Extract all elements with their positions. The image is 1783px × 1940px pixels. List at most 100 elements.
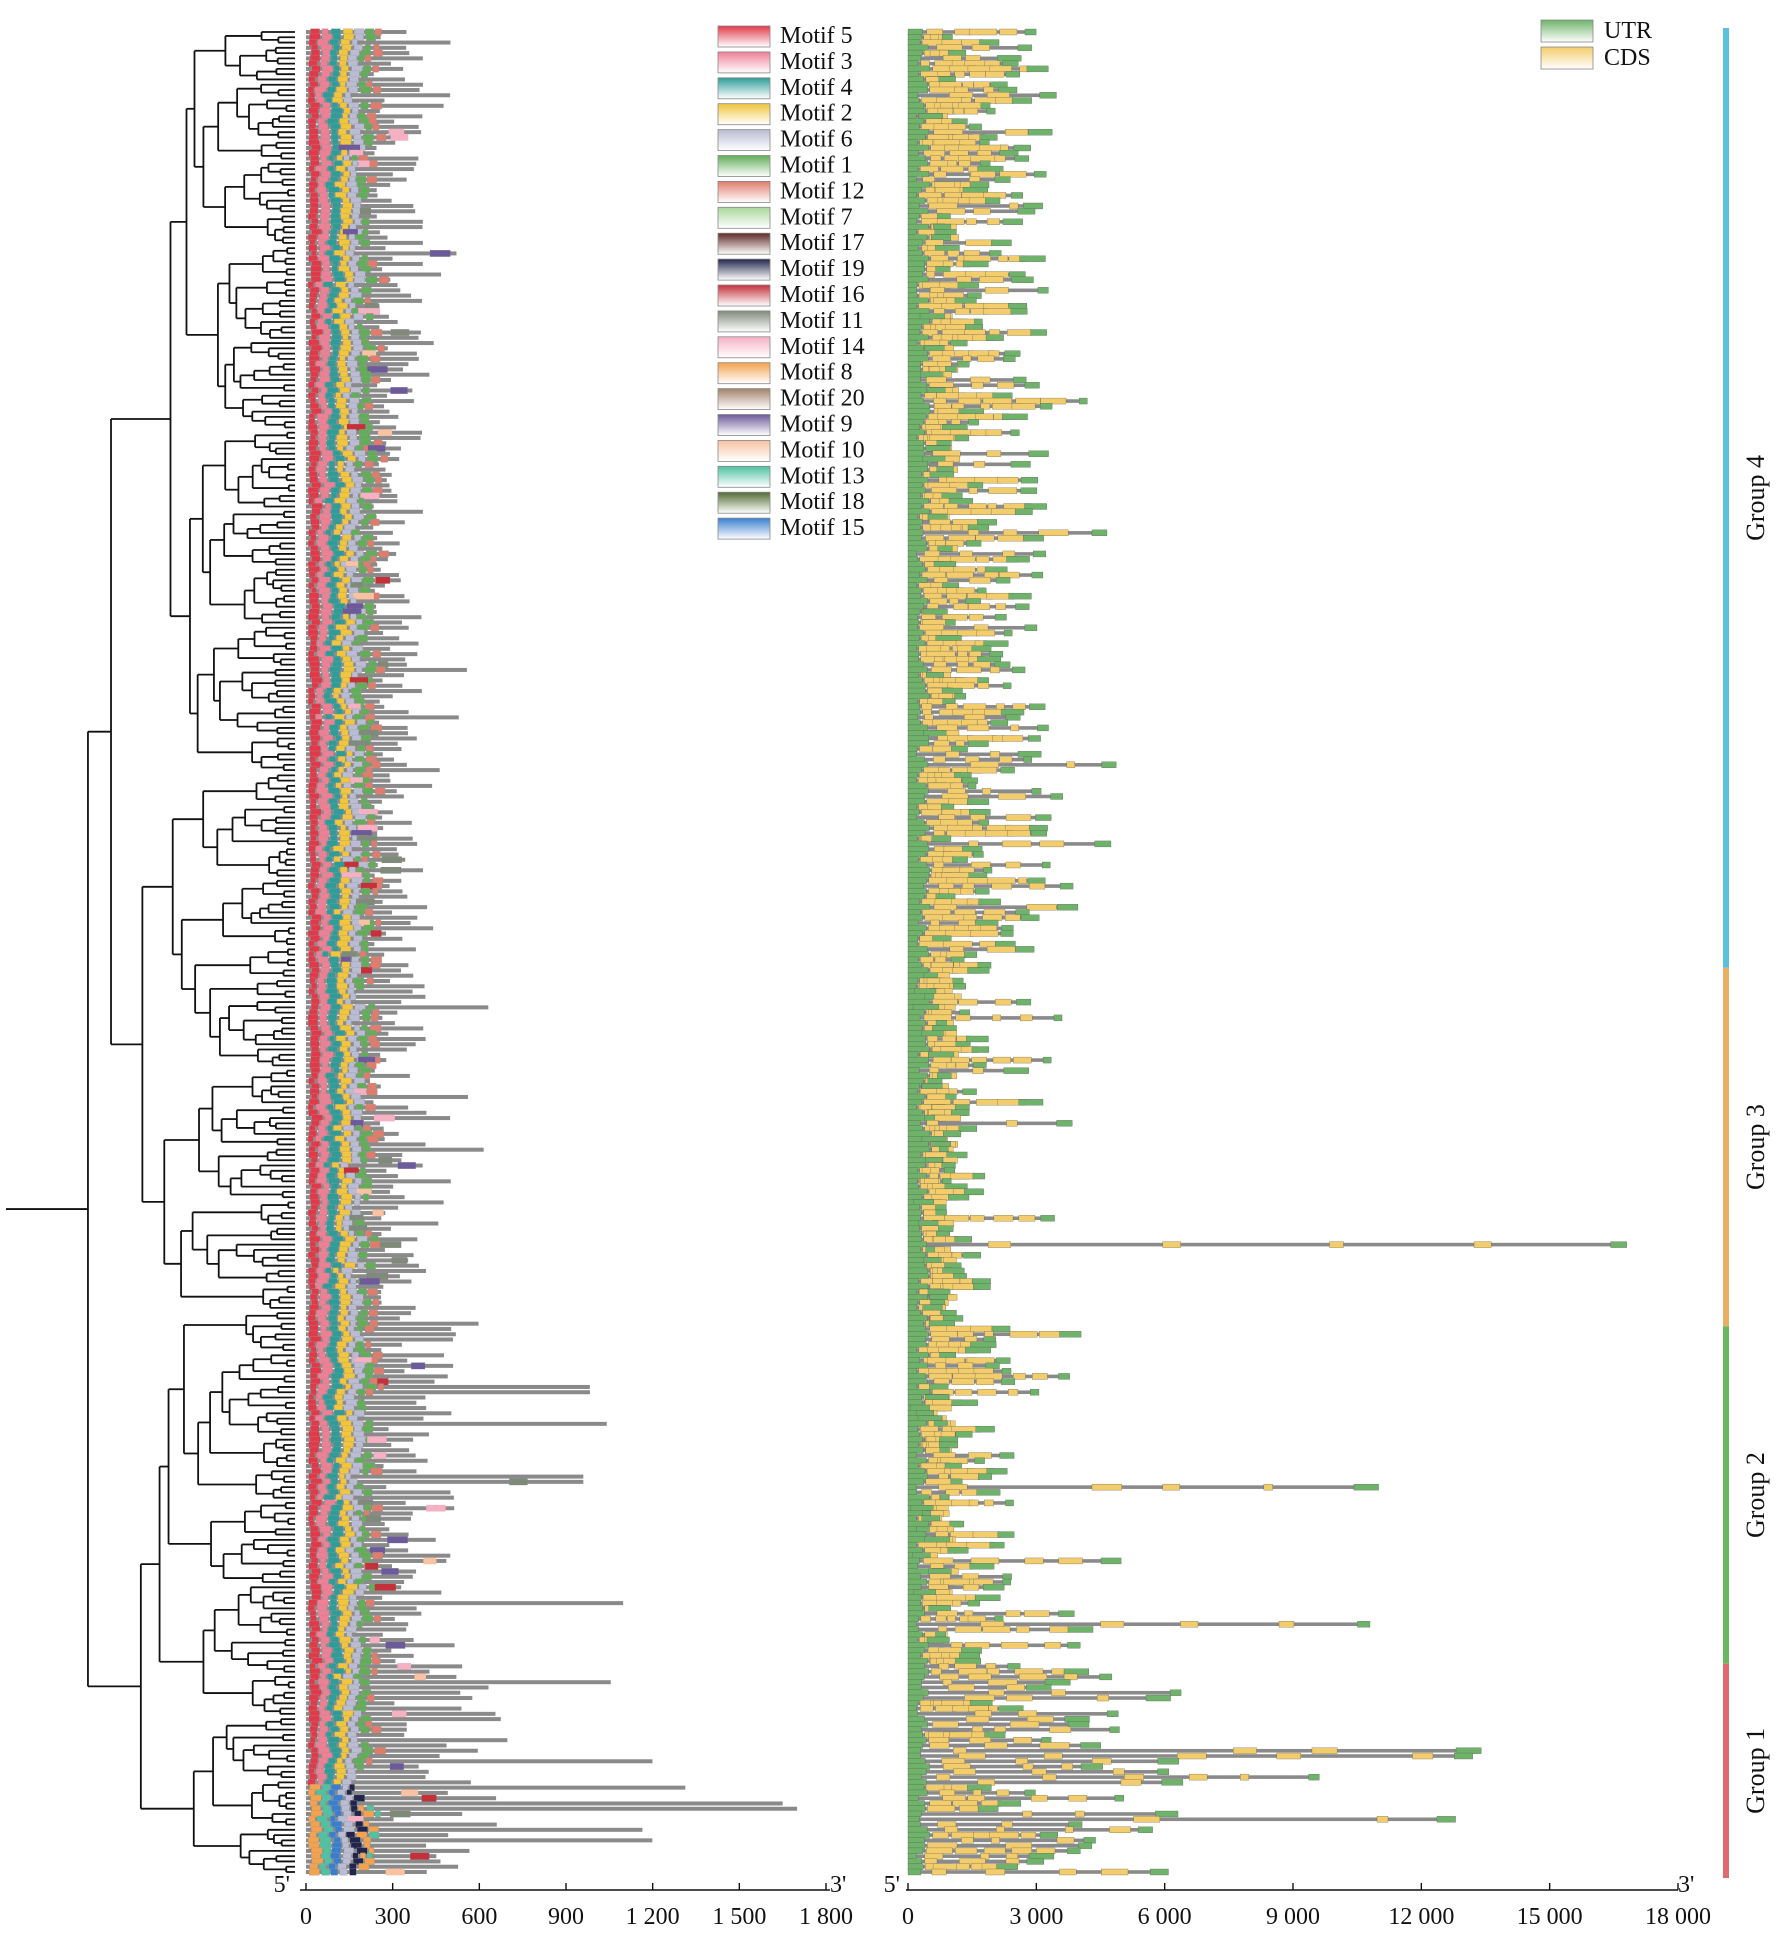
motif-box [370,102,382,110]
motif-box [360,1726,370,1734]
motif-box [375,919,382,927]
utr-box [1059,882,1074,890]
cds-box [924,550,940,558]
utr-box [989,650,1004,658]
cds-box [967,724,990,732]
utr-box [907,1099,922,1106]
motif-box [372,887,379,895]
utr-box [907,840,928,848]
cds-box [947,160,958,167]
cds-box [955,740,965,747]
protein-backbone [306,1395,426,1400]
cds-box [984,571,999,579]
utr-box [967,524,989,531]
cds-box [938,693,953,700]
utr-box [907,998,930,1006]
utr-box [962,1088,977,1095]
motif-box [371,376,381,384]
cds-box [942,260,954,268]
motif-box [397,1162,416,1169]
cds-box [951,766,969,774]
motif-box [370,518,380,526]
protein-backbone [306,1674,457,1679]
motif-box [374,1367,384,1375]
cds-box [946,476,976,484]
motif-box [346,424,366,431]
utr-box [1019,255,1046,262]
cds-box [956,276,972,283]
utr-box [972,851,984,858]
motif-box [365,276,378,284]
utr-box [1018,1099,1044,1106]
motif-box [378,1156,393,1164]
motif-box [372,1504,383,1512]
utr-box [907,624,918,631]
cds-box [931,993,955,1000]
motif-box [365,476,374,484]
motif-box [353,313,364,321]
cds-box [926,271,935,278]
cds-box [935,540,947,547]
cds-box [977,150,992,157]
motif-box [359,919,370,927]
cds-box [930,255,949,262]
gene-backbone [908,93,1057,98]
utr-box [914,988,937,995]
motif-box [353,592,374,600]
cds-box [922,524,932,531]
utr-box [967,967,990,974]
cds-box [943,292,964,299]
cds-box [936,1088,950,1095]
cds-box [979,940,996,948]
utr-box [907,587,922,595]
utr-box [967,798,990,805]
cds-box [976,719,988,726]
utr-box [977,587,987,595]
motif-box [361,1156,368,1164]
utr-box [907,925,927,932]
cds-box [1038,529,1069,537]
motif-box [362,350,377,357]
cds-box [918,940,948,948]
cds-box [954,71,965,78]
cds-box [969,614,984,621]
motif-box [360,882,377,890]
utr-box [921,1083,943,1090]
cds-box [949,150,969,157]
cds-box [932,856,943,863]
cds-box [967,877,990,884]
motif-box [360,1241,370,1249]
motif-box [378,1383,384,1391]
motif-box [360,492,380,500]
utr-box [907,371,923,378]
cds-box [1011,403,1036,410]
motif-box [365,1562,379,1570]
motif-box [361,1040,368,1048]
gene-backbone [908,288,1049,293]
protein-backbone [306,768,440,773]
utr-box [907,498,929,505]
motif-box [362,1573,372,1581]
cds-box [946,592,967,600]
utr-box [926,387,946,394]
cds-box [999,756,1013,763]
protein-backbone [306,1474,584,1479]
utr-box [907,403,930,410]
motif-box [358,539,367,547]
cds-box [933,756,946,763]
utr-box [907,803,917,811]
protein-backbone [306,1042,416,1047]
cds-box [971,382,984,389]
utr-box [925,445,951,452]
motif-box [341,951,357,958]
motif-box [367,1436,387,1443]
cds-box [969,650,982,658]
cds-box [953,603,969,610]
utr-box [1023,202,1043,210]
protein-backbone [306,1458,428,1463]
cds-box [963,914,977,921]
motif-box [387,1536,408,1544]
utr-box [907,165,919,173]
utr-box [937,545,953,552]
utr-box [907,898,921,906]
